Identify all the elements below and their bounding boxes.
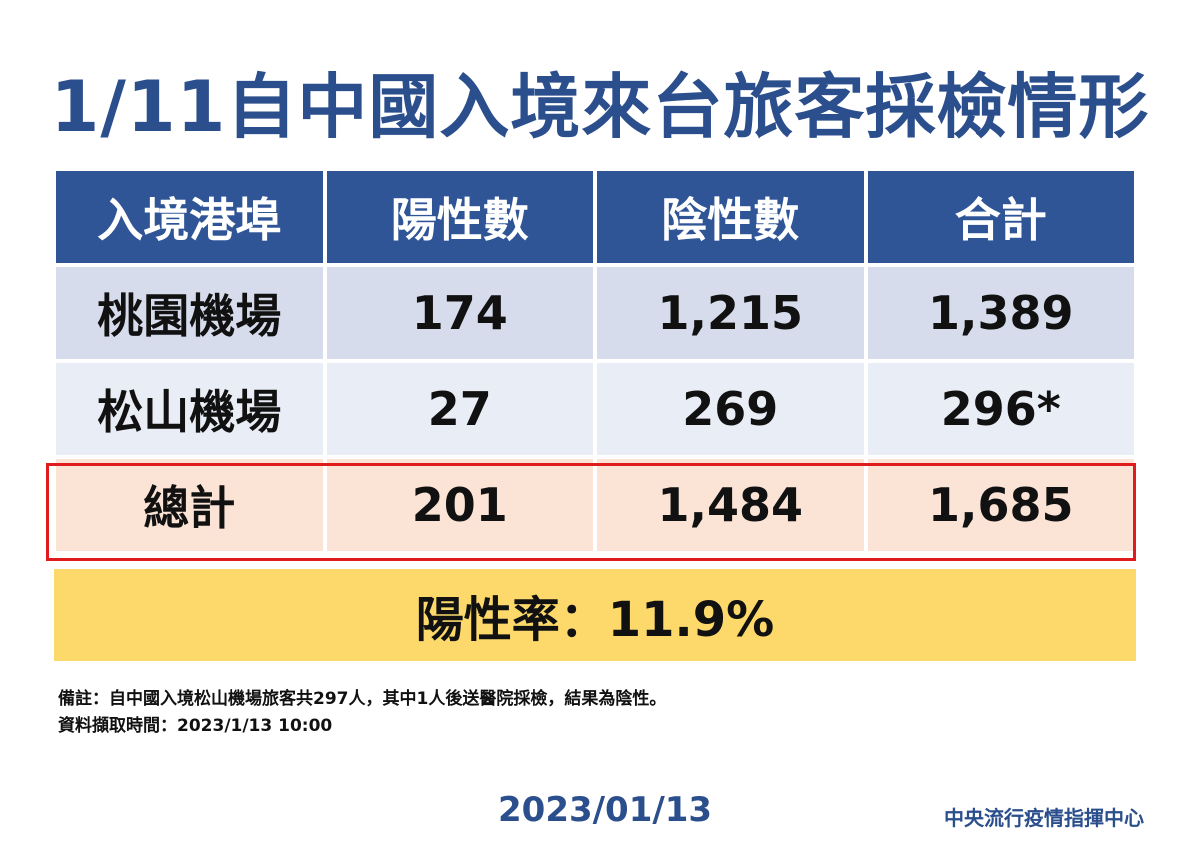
screening-table: 入境港埠 陽性數 陰性數 合計 桃園機場 174 1,215 1,389 松山機… bbox=[52, 167, 1138, 555]
footnote-data-time: 資料擷取時間：2023/1/13 10:00 bbox=[58, 716, 333, 736]
organization-name: 中央流行疫情指揮中心 bbox=[944, 806, 1144, 830]
cell-total-label: 總計 bbox=[56, 459, 323, 551]
cell-total-positive: 201 bbox=[326, 459, 593, 551]
cell-negative: 269 bbox=[597, 363, 864, 455]
column-header-port: 入境港埠 bbox=[56, 171, 323, 263]
table-row: 桃園機場 174 1,215 1,389 bbox=[56, 267, 1134, 359]
table-row: 松山機場 27 269 296* bbox=[56, 363, 1134, 455]
cell-total-negative: 1,484 bbox=[597, 459, 864, 551]
footnote-remark: 備註：自中國入境松山機場旅客共297人，其中1人後送醫院採檢，結果為陰性。 bbox=[58, 689, 667, 709]
page-title: 1/11自中國入境來台旅客採檢情形 bbox=[50, 66, 1150, 148]
column-header-total: 合計 bbox=[867, 171, 1134, 263]
cell-grand-total: 1,685 bbox=[867, 459, 1134, 551]
cell-negative: 1,215 bbox=[597, 267, 864, 359]
positive-rate-banner: 陽性率：11.9% bbox=[54, 569, 1136, 661]
cell-positive: 27 bbox=[326, 363, 593, 455]
column-header-positive: 陽性數 bbox=[326, 171, 593, 263]
table-header-row: 入境港埠 陽性數 陰性數 合計 bbox=[56, 171, 1134, 263]
cell-positive: 174 bbox=[326, 267, 593, 359]
total-row: 總計 201 1,484 1,685 bbox=[56, 459, 1134, 551]
publish-date: 2023/01/13 bbox=[498, 790, 713, 830]
column-header-negative: 陰性數 bbox=[597, 171, 864, 263]
cell-total: 296* bbox=[867, 363, 1134, 455]
cell-port: 松山機場 bbox=[56, 363, 323, 455]
cell-total: 1,389 bbox=[867, 267, 1134, 359]
cell-port: 桃園機場 bbox=[56, 267, 323, 359]
